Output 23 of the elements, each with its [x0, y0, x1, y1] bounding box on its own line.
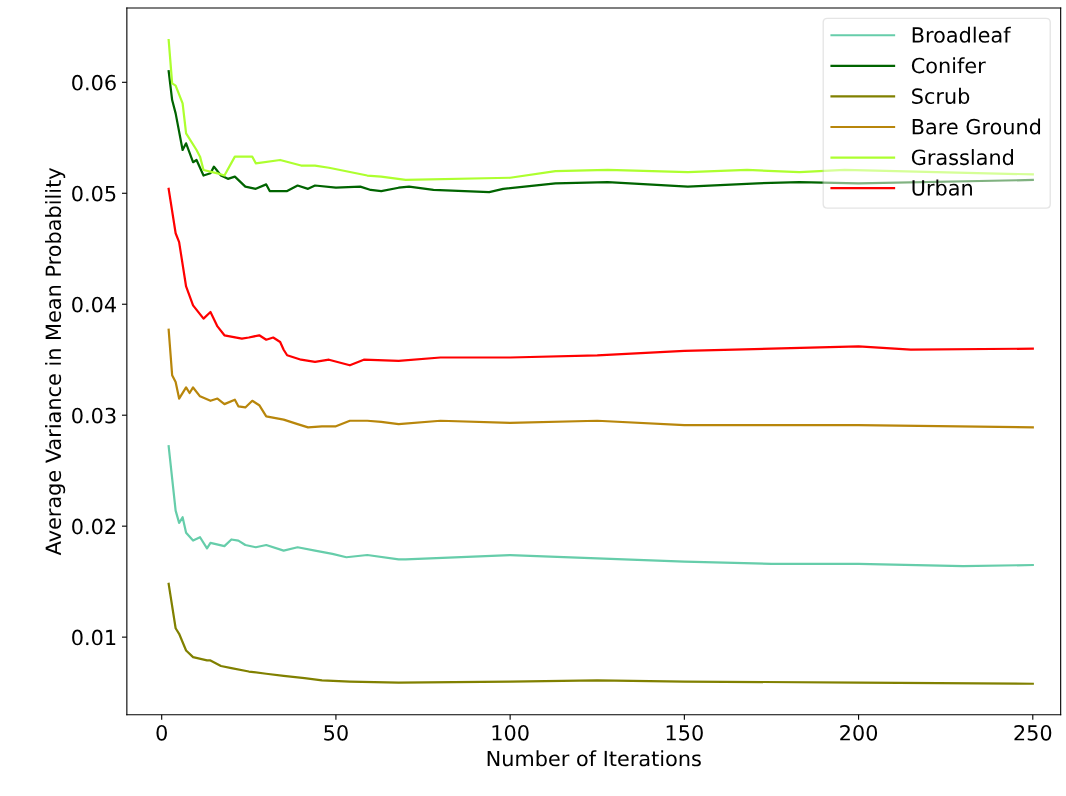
- x-tick-label: 200: [840, 724, 878, 741]
- legend-label: Bare Ground: [912, 118, 1041, 135]
- x-tick-label: 150: [666, 724, 703, 741]
- legend-label: Grassland: [911, 149, 1013, 166]
- y-tick-label: 0.06: [72, 74, 116, 91]
- y-tick-label: 0.04: [72, 296, 116, 313]
- y-tick-label: 0.03: [72, 407, 116, 424]
- x-tick-label: 250: [1014, 724, 1052, 741]
- x-tick-label: 50: [324, 724, 348, 741]
- x-tick-label: 100: [492, 724, 529, 741]
- legend-label: Conifer: [911, 57, 986, 74]
- y-tick-label: 0.05: [72, 185, 116, 202]
- legend-label: Broadleaf: [912, 26, 1011, 43]
- x-tick-label: 0: [156, 724, 167, 741]
- y-tick-label: 0.01: [72, 629, 116, 646]
- line-series: [167, 582, 1034, 685]
- y-axis-title: Average Variance in Mean Probability: [45, 168, 66, 556]
- legend-label: Scrub: [912, 87, 970, 104]
- legend-label: Urban: [912, 179, 972, 196]
- y-tick-label: 0.02: [72, 518, 116, 535]
- line-series: [167, 328, 1034, 429]
- line-series: [167, 445, 1034, 568]
- x-axis-title: Number of Iterations: [487, 750, 701, 767]
